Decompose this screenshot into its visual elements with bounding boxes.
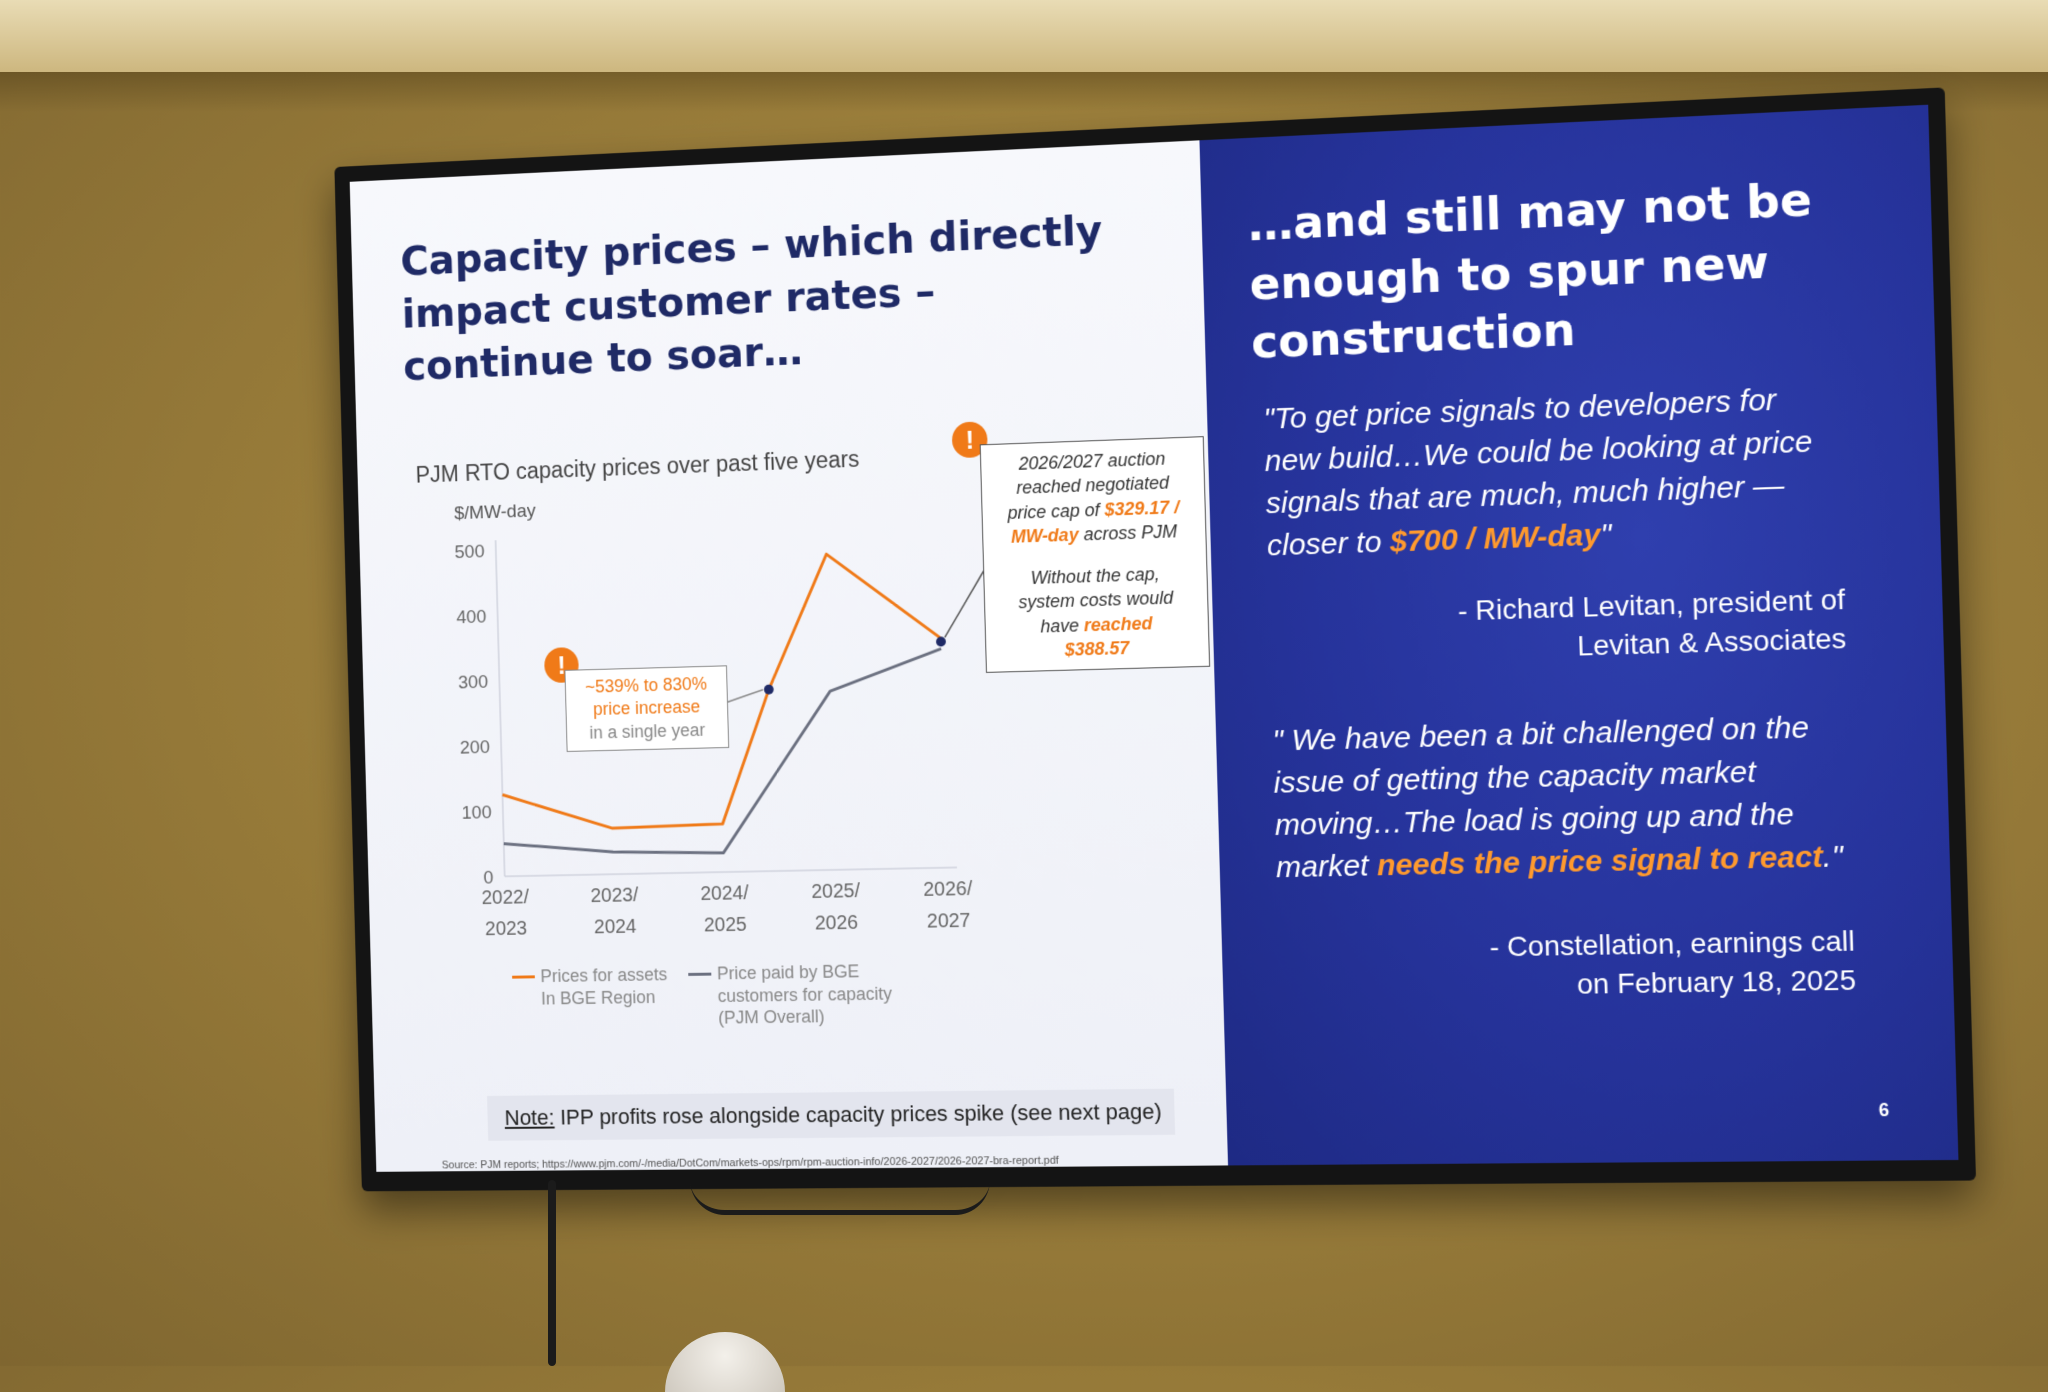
quote-constellation-close: ." [1822, 839, 1844, 875]
data-marker-1 [935, 636, 946, 647]
legend-label-pjm-line2: customers for capacity [717, 983, 893, 1006]
auction-uncapped-price: $388.57 [1064, 638, 1130, 660]
y-tick-label-0: 0 [483, 867, 494, 888]
x-axis-line [505, 867, 957, 876]
legend-label-bge-line2: In BGE Region [540, 986, 656, 1008]
y-tick-label-200: 200 [460, 736, 490, 758]
quote-constellation-highlight: needs the price signal to react [1376, 840, 1824, 883]
y-tick-label-500: 500 [454, 540, 484, 562]
legend-swatch-gray [688, 972, 712, 976]
x-tick-label-1-0: 2023/ [590, 884, 639, 907]
page-number: 6 [1878, 1099, 1890, 1121]
audience-head [665, 1332, 785, 1392]
x-tick-label-2-0: 2024/ [700, 882, 749, 905]
right-panel: …and still may not be enough to spur new… [1199, 104, 1959, 1166]
note-text: IPP profits rose alongside capacity pric… [554, 1098, 1162, 1130]
y-tick-label-100: 100 [461, 801, 491, 823]
x-tick-label-0-0: 2022/ [481, 886, 529, 909]
x-tick-label-0-1: 2023 [485, 918, 528, 941]
auction-line7a: have [1040, 615, 1085, 637]
note-label: Note: [504, 1105, 555, 1130]
auction-line3a: price cap of [1007, 499, 1105, 523]
auction-reached: reached [1083, 613, 1153, 636]
hdmi-cable [690, 1180, 990, 1215]
x-tick-label-3-0: 2025/ [811, 880, 861, 903]
x-tick-label-1-1: 2024 [594, 916, 637, 939]
left-panel: Capacity prices – which directly impact … [349, 140, 1229, 1172]
quote-levitan: "To get price signals to developers for … [1263, 377, 1844, 568]
ceiling [0, 0, 2048, 72]
y-tick-label-400: 400 [456, 606, 486, 628]
callout-connector-auction [943, 569, 987, 638]
legend-item-pjm-overall: Price paid by BGE customers for capacity… [688, 960, 893, 1030]
legend-label-pjm-line3: (PJM Overall) [718, 1006, 825, 1028]
attribution-constellation-line2: on February 18, 2025 [1576, 963, 1857, 1000]
x-tick-label-2-1: 2025 [704, 914, 747, 937]
power-cable [548, 1180, 556, 1366]
legend-label-bge-region: Prices for assets In BGE Region [540, 963, 668, 1009]
attribution-constellation-line1: - Constellation, earnings call [1489, 924, 1856, 963]
tv-monitor: Capacity prices – which directly impact … [334, 87, 1977, 1192]
quote-levitan-close: " [1600, 517, 1612, 552]
increase-callout-line3: in a single year [589, 719, 706, 743]
y-axis-line [496, 540, 505, 876]
x-tick-label-4-0: 2026/ [923, 878, 973, 901]
attribution-constellation: - Constellation, earnings call on Februa… [1419, 922, 1856, 1006]
note-bar: Note: IPP profits rose alongside capacit… [487, 1088, 1176, 1141]
quote-levitan-highlight: $700 / MW-day [1389, 518, 1601, 559]
slide-screen: Capacity prices – which directly impact … [349, 104, 1959, 1172]
auction-unit: MW-day [1010, 524, 1079, 547]
capacity-price-chart: 0 100 200 300 400 500 2022/2023 2023/2024 2024/2… [454, 140, 1228, 941]
x-tick-label-3-1: 2026 [815, 912, 859, 935]
x-tick-label-4-1: 2027 [927, 910, 971, 933]
auction-callout: 2026/2027 auction reached negotiated pri… [979, 436, 1211, 674]
right-title: …and still may not be enough to spur new… [1247, 172, 1813, 369]
legend-label-pjm-overall: Price paid by BGE customers for capacity… [717, 960, 893, 1029]
legend-swatch-orange [512, 975, 535, 979]
y-tick-label-300: 300 [458, 671, 488, 693]
data-marker-0 [763, 684, 774, 695]
legend-item-bge-region: Prices for assets In BGE Region [512, 963, 668, 1009]
increase-callout: ~539% to 830% price increase in a single… [564, 665, 730, 753]
auction-price-cap: $329.17 / [1104, 496, 1180, 520]
legend-label-bge-line1: Prices for assets [540, 964, 668, 987]
quote-constellation: " We have been a bit challenged on the i… [1272, 706, 1853, 890]
attribution-levitan: - Richard Levitan, president of Levitan … [1410, 580, 1847, 670]
auction-line4b: across PJM [1078, 521, 1178, 545]
legend-label-pjm-line1: Price paid by BGE [716, 961, 860, 984]
